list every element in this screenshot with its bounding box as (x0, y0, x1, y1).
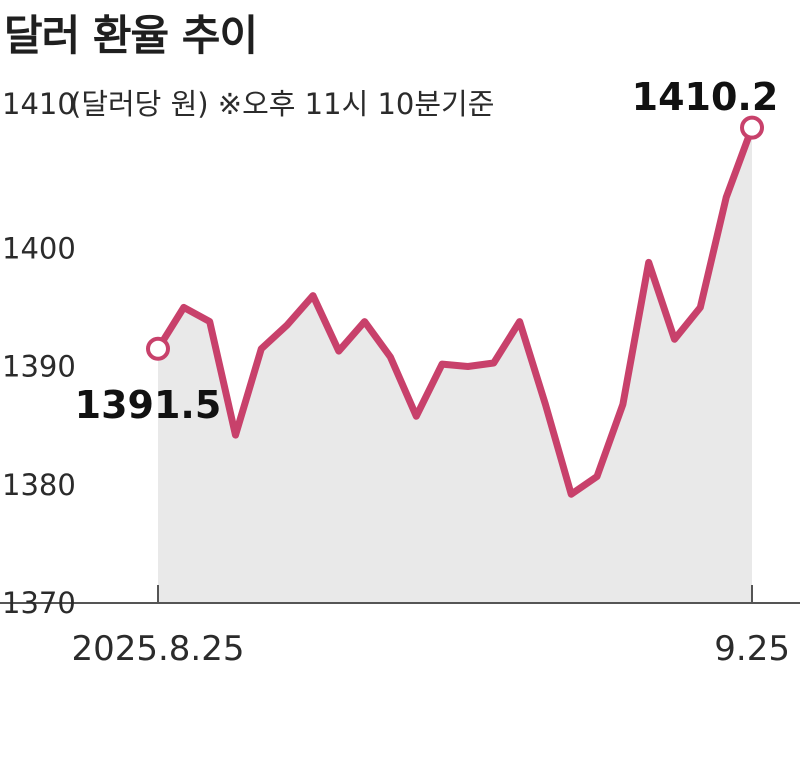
data-label: 1410.2 (632, 75, 779, 119)
y-tick-label: 1390 (2, 350, 76, 384)
chart-title: 달러 환율 추이 (4, 11, 258, 60)
end-point-marker (740, 115, 764, 140)
y-tick-label: 1410 (2, 87, 76, 121)
y-tick-label: 1380 (2, 468, 76, 502)
data-labels: 1391.5 1410.2 (75, 75, 779, 427)
x-axis-ticks: 2025.8.25 9.25 (71, 585, 790, 669)
y-tick-label: 1400 (2, 231, 76, 265)
series-line (154, 124, 756, 498)
x-tick-label: 9.25 (714, 629, 790, 669)
data-label: 1391.5 (75, 383, 222, 427)
unit-note: (달러당 원) ※오후 11시 10분기준 (70, 87, 494, 121)
y-tick-label: 1370 (2, 586, 76, 620)
start-point-marker (146, 336, 170, 361)
area-fill (158, 127, 752, 603)
plot-area: 1370 1380 1390 1400 1410 (달러당 원) ※오후 11시 10분… (0, 75, 800, 669)
x-tick-label: 2025.8.25 (71, 629, 244, 669)
y-axis-ticks: 1370 1380 1390 1400 1410 (2, 87, 76, 620)
markers (146, 115, 764, 361)
